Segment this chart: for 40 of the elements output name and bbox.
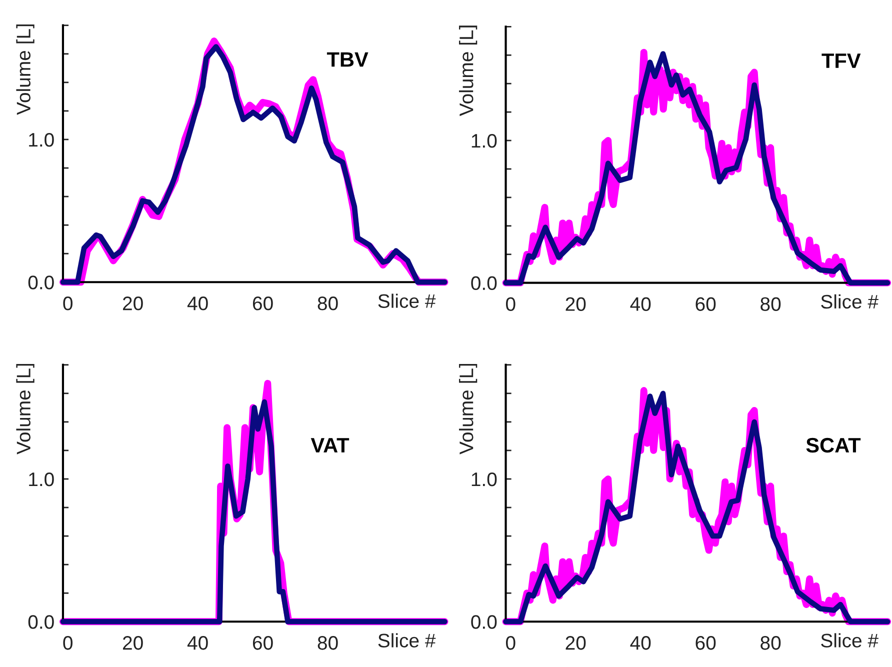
x-tick-label: 20 (566, 297, 586, 311)
x-tick-label: 60 (252, 636, 273, 650)
x-tick-label: 20 (122, 636, 143, 650)
x-tick-label: 20 (566, 636, 586, 650)
x-tick-label: 40 (187, 636, 208, 650)
y-axis-title: Volume [L] (459, 26, 478, 116)
x-tick-label: 0 (63, 296, 72, 310)
x-tick-label: 60 (252, 296, 273, 310)
x-axis-title: Slice # (378, 294, 436, 308)
x-axis-title: Slice # (821, 633, 878, 648)
x-tick-label: 0 (63, 636, 72, 650)
x-tick-label: 60 (696, 297, 716, 311)
x-tick-label: 40 (187, 296, 208, 310)
y-tick-label: 0.0 (28, 276, 54, 290)
x-tick-label: 0 (506, 297, 516, 311)
y-axis-title: Volume [L] (16, 24, 34, 115)
x-tick-label: 80 (318, 636, 338, 650)
text: VAT (310, 438, 350, 452)
y-tick-label: 1.0 (29, 132, 54, 147)
x-axis-title: Slice # (378, 633, 436, 648)
x-tick-label: 60 (696, 636, 716, 650)
x-tick-label: 80 (760, 297, 781, 311)
y-tick-label: 1.0 (29, 472, 54, 486)
y-tick-label: 1.0 (472, 134, 497, 148)
x-tick-label: 0 (506, 636, 516, 650)
x-tick-label: 40 (630, 297, 651, 311)
y-axis-title: Volume [L] (459, 364, 478, 454)
y-tick-label: 0.0 (471, 276, 497, 290)
x-tick-label: 40 (630, 636, 651, 650)
y-tick-label: 0.0 (28, 615, 54, 629)
text: TFV (822, 54, 861, 68)
x-tick-label: 80 (318, 296, 338, 310)
y-axis-title: Volume [L] (16, 364, 34, 454)
text: TBV (326, 52, 368, 67)
x-tick-label: 80 (760, 636, 781, 650)
x-axis-title: Slice # (821, 294, 878, 309)
text: SCAT (806, 438, 861, 453)
x-tick-label: 20 (122, 296, 143, 310)
y-tick-label: 1.0 (472, 472, 497, 486)
y-tick-label: 0.0 (471, 615, 497, 629)
